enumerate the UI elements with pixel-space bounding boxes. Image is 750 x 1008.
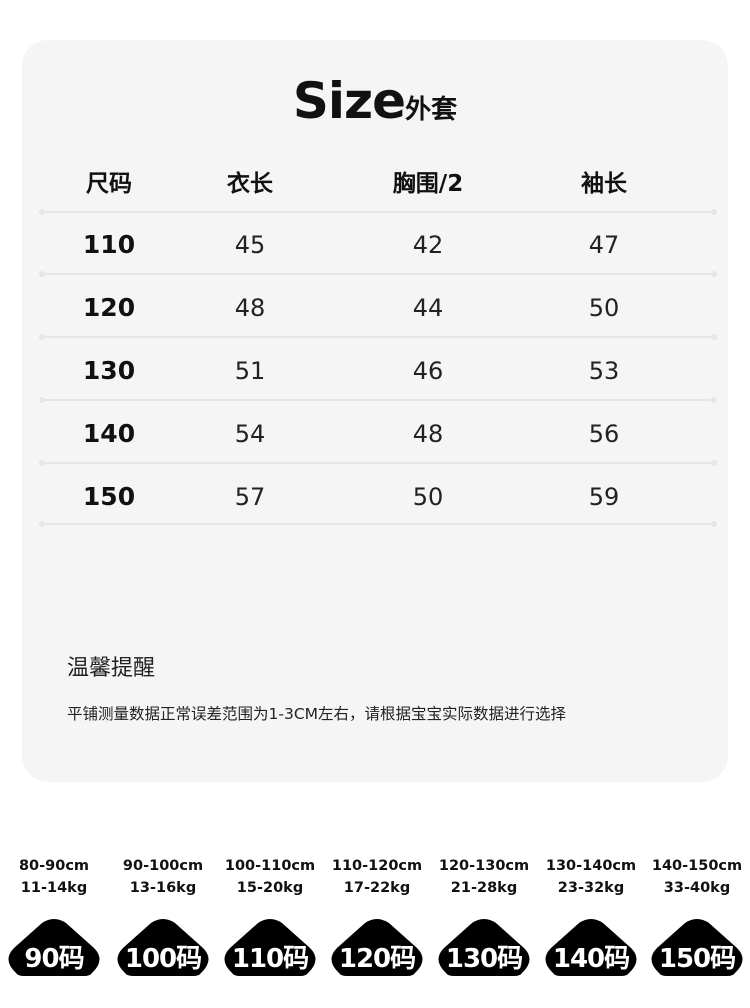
height-range: 120-130cm xyxy=(438,858,530,874)
weight-range: 13-16kg xyxy=(129,880,197,896)
badge-label: 120码 xyxy=(338,944,416,974)
size-range: 80-90cm 11-14kg xyxy=(0,855,109,899)
column-header: 尺码 xyxy=(86,171,132,197)
badge-shape-icon xyxy=(224,919,316,976)
height-range: 80-90cm xyxy=(18,858,90,874)
height-range: 110-120cm xyxy=(331,858,423,874)
badge-label: 130码 xyxy=(445,944,523,974)
size-badge: 120码 xyxy=(329,918,425,976)
size-range: 130-140cm 23-32kg xyxy=(536,855,646,899)
size-range: 120-130cm 21-28kg xyxy=(429,855,539,899)
size-badge: 100码 xyxy=(115,918,211,976)
size-range: 100-110cm 15-20kg xyxy=(215,855,325,899)
badge-label: 140码 xyxy=(552,944,630,974)
measurement-cell: 44 xyxy=(412,294,444,322)
size-badge: 140码 xyxy=(543,918,639,976)
size-cell: 140 xyxy=(82,419,136,448)
size-range: 140-150cm 33-40kg xyxy=(642,855,750,899)
size-badge: 110码 xyxy=(222,918,318,976)
badge-shape-icon xyxy=(331,919,423,976)
badge-shape-icon xyxy=(545,919,637,976)
measurement-cell: 54 xyxy=(234,420,266,448)
badge-label: 100码 xyxy=(124,944,202,974)
row-divider xyxy=(39,271,717,277)
column-header: 胸围/2 xyxy=(392,171,464,197)
column-header: 衣长 xyxy=(227,171,273,197)
measurement-cell: 48 xyxy=(412,420,444,448)
measurement-cell: 50 xyxy=(412,483,444,511)
measurement-cell: 56 xyxy=(588,420,620,448)
measurement-cell: 45 xyxy=(234,231,266,259)
measurement-cell: 50 xyxy=(588,294,620,322)
weight-range: 11-14kg xyxy=(20,880,88,896)
measurement-cell: 48 xyxy=(234,294,266,322)
badge-shape-icon xyxy=(117,919,209,976)
size-badge: 150码 xyxy=(649,918,745,976)
height-range: 130-140cm xyxy=(545,858,637,874)
size-badge: 130码 xyxy=(436,918,532,976)
weight-range: 33-40kg xyxy=(663,880,731,896)
height-range: 90-100cm xyxy=(122,858,204,874)
measurement-cell: 53 xyxy=(588,357,620,385)
row-divider xyxy=(39,460,717,466)
measurement-cell: 51 xyxy=(234,357,266,385)
page-title: Size外套 xyxy=(292,72,458,130)
measurement-cell: 46 xyxy=(412,357,444,385)
height-range: 100-110cm xyxy=(224,858,316,874)
tip-heading: 温馨提醒 xyxy=(67,656,156,681)
size-cell: 120 xyxy=(82,293,136,322)
measurement-cell: 47 xyxy=(588,231,620,259)
row-divider xyxy=(39,521,717,527)
column-header: 袖长 xyxy=(581,171,627,197)
size-badge: 90码 xyxy=(6,918,102,976)
badge-label: 110码 xyxy=(231,944,309,974)
size-cell: 110 xyxy=(82,230,136,259)
badge-label: 90码 xyxy=(24,944,84,974)
weight-range: 23-32kg xyxy=(557,880,625,896)
height-range: 140-150cm xyxy=(651,858,743,874)
badge-shape-icon xyxy=(8,919,100,976)
size-card xyxy=(22,40,728,782)
badge-shape-icon xyxy=(651,919,743,976)
tip-body: 平铺测量数据正常误差范围为1-3CM左右，请根据宝宝实际数据进行选择 xyxy=(67,705,567,723)
measurement-cell: 59 xyxy=(588,483,620,511)
size-range: 110-120cm 17-22kg xyxy=(322,855,432,899)
badge-label: 150码 xyxy=(658,944,736,974)
size-cell: 150 xyxy=(82,482,136,511)
size-cell: 130 xyxy=(82,356,136,385)
row-divider xyxy=(39,397,717,403)
row-divider xyxy=(39,209,717,215)
badge-shape-icon xyxy=(438,919,530,976)
weight-range: 21-28kg xyxy=(450,880,518,896)
weight-range: 17-22kg xyxy=(343,880,411,896)
measurement-cell: 42 xyxy=(412,231,444,259)
row-divider xyxy=(39,334,717,340)
measurement-cell: 57 xyxy=(234,483,266,511)
size-range: 90-100cm 13-16kg xyxy=(108,855,218,899)
weight-range: 15-20kg xyxy=(236,880,304,896)
